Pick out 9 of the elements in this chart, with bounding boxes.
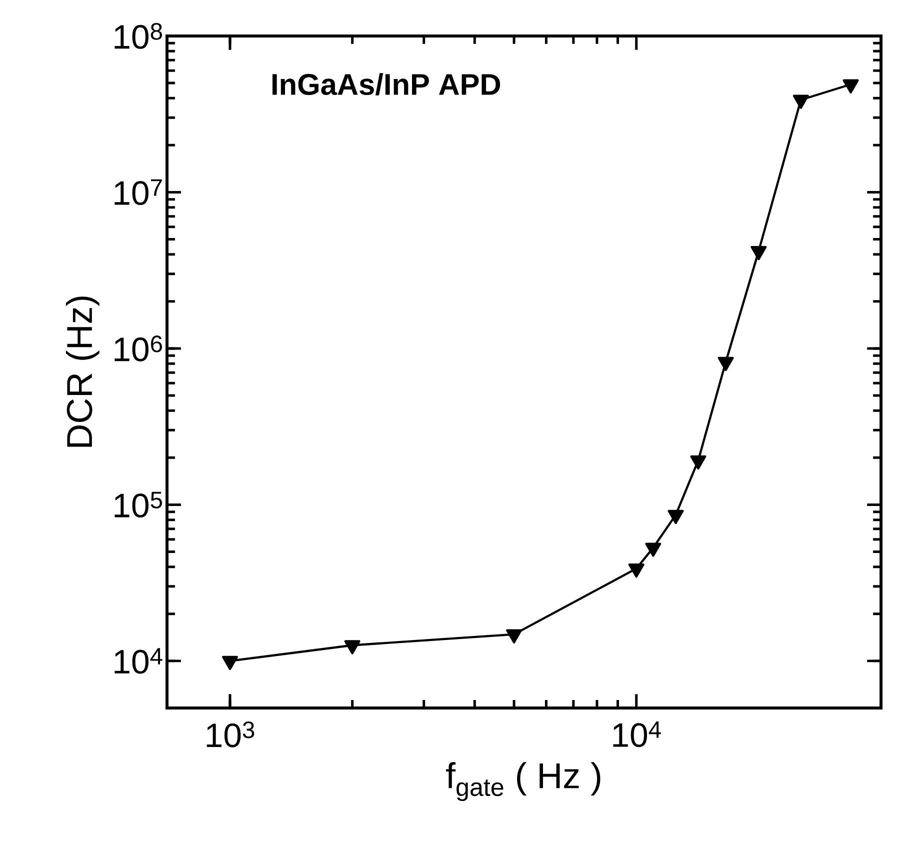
- annotation: InGaAs/InP APD: [272, 73, 500, 96]
- y-tick-label: 10$^{7}$: [114, 179, 162, 206]
- x-axis-title: f$_{gate}$ ( Hz ): [446, 762, 600, 802]
- y-tick-label: 10$^{8}$: [114, 23, 162, 49]
- y-tick-label: 10$^{6}$: [114, 336, 162, 362]
- x-tick-label: 10$^{3}$: [206, 721, 254, 748]
- y-tick-label: 10$^{4}$: [114, 648, 162, 674]
- y-axis-title: DCR (Hz): [66, 296, 100, 447]
- y-tick-label: 10$^{5}$: [114, 492, 162, 518]
